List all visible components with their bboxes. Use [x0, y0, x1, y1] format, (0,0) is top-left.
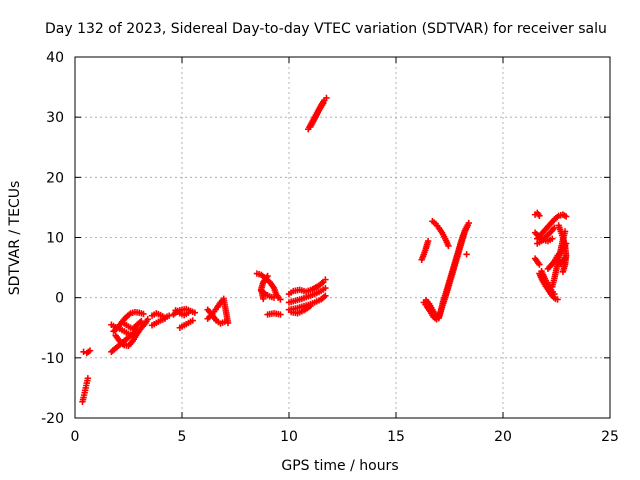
data-point [322, 284, 329, 292]
data-point [138, 317, 145, 325]
x-tick-label: 5 [178, 429, 187, 445]
data-point [559, 268, 567, 275]
y-axis-label: SDTVAR / TECUs [7, 181, 23, 296]
data-point [277, 296, 284, 303]
data-point [424, 237, 432, 245]
data-point [86, 347, 94, 354]
data-point [320, 100, 327, 107]
y-tick-label: -20 [41, 411, 64, 427]
data-point [536, 261, 543, 268]
data-point [445, 242, 452, 250]
y-tick-label: 40 [46, 50, 64, 66]
data-point [562, 213, 570, 220]
data-point [165, 312, 173, 319]
data-point [323, 94, 330, 102]
x-tick-label: 25 [601, 429, 619, 445]
y-tick-label: 0 [55, 291, 64, 307]
grid-lines [75, 57, 610, 418]
data-point [189, 317, 196, 324]
chart-title: Day 132 of 2023, Sidereal Day-to-day VTE… [45, 21, 607, 37]
data-point [191, 309, 199, 316]
x-tick-label: 20 [494, 429, 512, 445]
y-tick-label: 20 [46, 170, 64, 186]
data-point [277, 311, 284, 318]
x-tick-label: 0 [71, 429, 80, 445]
y-tick-label: 30 [46, 110, 64, 126]
x-axis-label: GPS time / hours [281, 458, 398, 474]
y-tick-label: 10 [46, 231, 64, 247]
data-point [536, 212, 543, 220]
data-point [84, 375, 92, 382]
data-point [551, 290, 558, 298]
data-point [554, 296, 561, 303]
data-point [140, 310, 147, 318]
data-point [221, 318, 228, 325]
data-point [224, 319, 232, 327]
data-point [464, 222, 471, 229]
x-tick-label: 15 [387, 429, 405, 445]
x-tick-label: 10 [280, 429, 298, 445]
data-point [322, 276, 329, 283]
data-point [264, 272, 271, 280]
data-point [270, 294, 278, 301]
data-point [463, 251, 470, 258]
data-point [185, 309, 192, 316]
data-point [307, 302, 314, 310]
data-points [79, 94, 570, 405]
data-point [161, 315, 169, 322]
y-tick-label: -10 [41, 351, 64, 367]
data-point [144, 316, 151, 323]
data-point [549, 235, 556, 242]
data-point [322, 292, 329, 300]
axis-ticks: 0 5 10 15 20 25 -20 -10 0 10 20 30 40 [41, 50, 619, 445]
